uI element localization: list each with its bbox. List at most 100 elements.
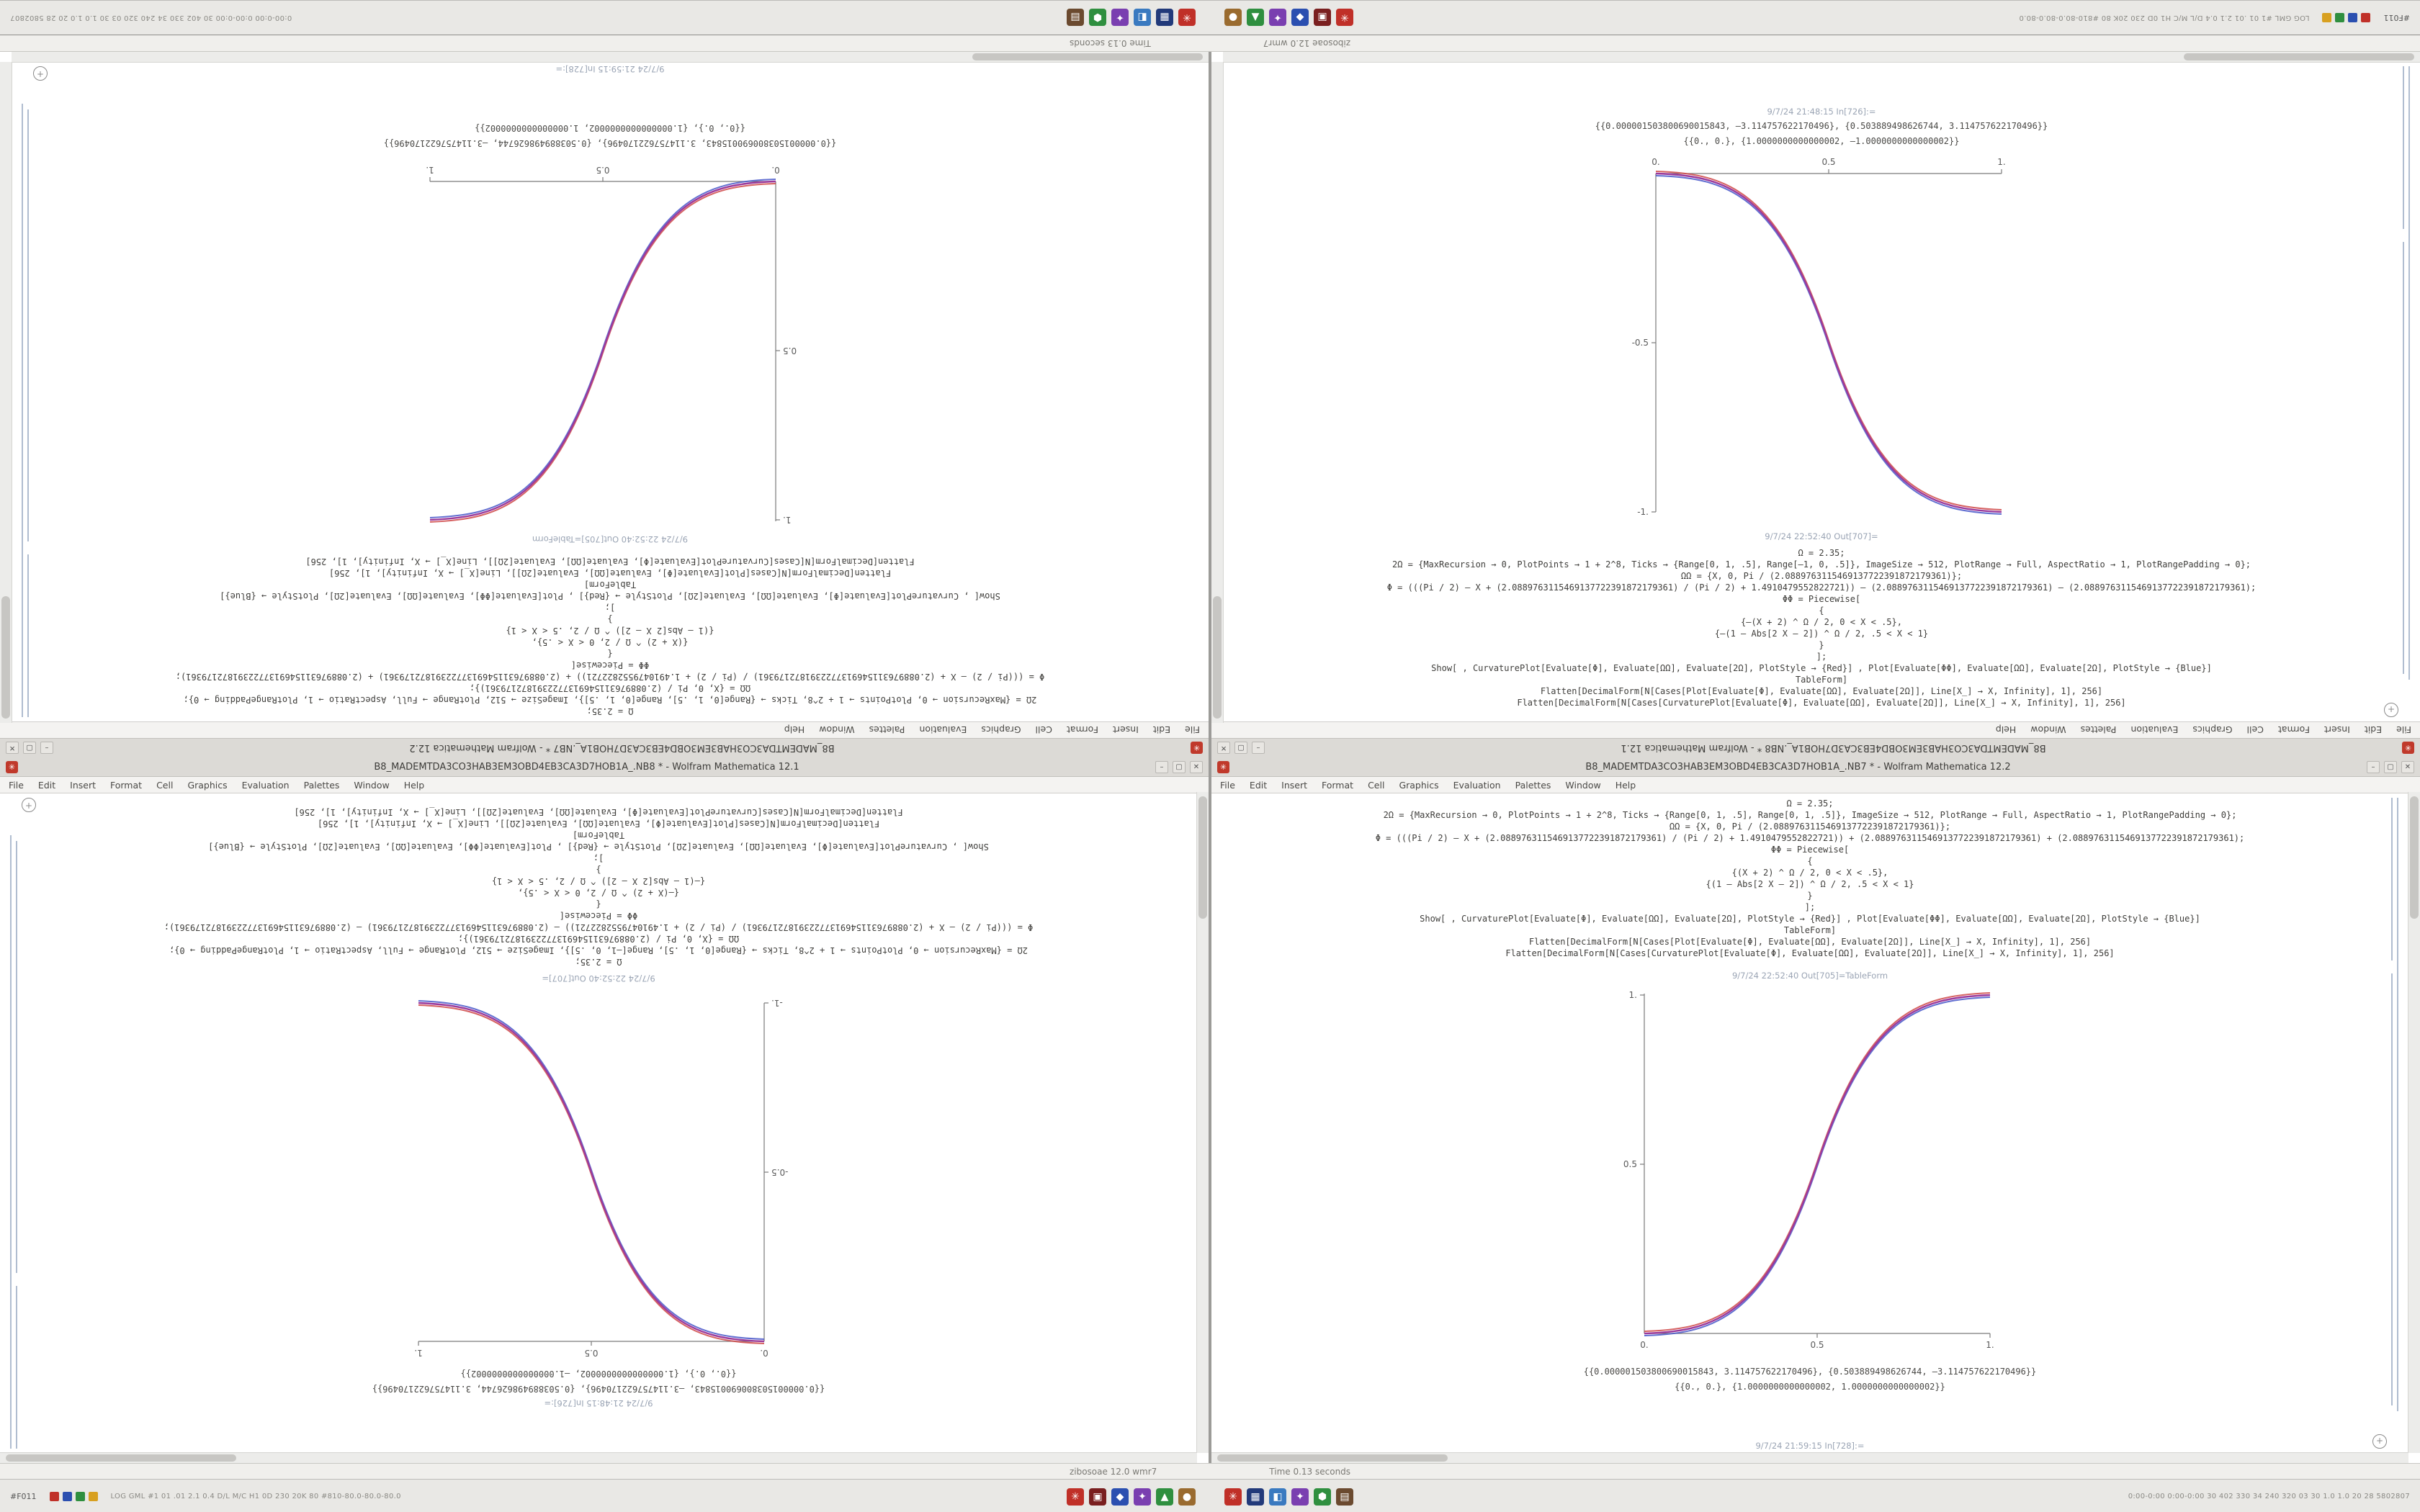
code-line[interactable]: Flatten[DecimalForm[N[Cases[CurvaturePlo… — [305, 557, 915, 567]
menu-item[interactable]: File — [2396, 724, 2411, 736]
menu-item[interactable]: Edit — [2364, 724, 2383, 736]
code-line[interactable]: Flatten[DecimalForm[N[Cases[Plot[Evaluat… — [328, 568, 892, 578]
code-line[interactable]: Show[ , CurvaturePlot[Evaluate[Φ], Evalu… — [208, 842, 989, 852]
app-launcher-icon[interactable]: ▦ — [1156, 9, 1173, 27]
menu-item[interactable]: File — [1220, 779, 1235, 791]
cell-bracket[interactable] — [2391, 798, 2393, 960]
app-launcher-icon[interactable]: ▤ — [1067, 9, 1084, 27]
menu-item[interactable]: File — [9, 779, 24, 791]
code-line[interactable]: Φ = (((Pi / 2) – X + (2.0889763115469137… — [1386, 582, 2257, 593]
code-line[interactable]: {–(X + 2) ^ Ω / 2, 0 < X < .5}, — [518, 888, 679, 898]
vertical-scrollbar[interactable] — [2408, 792, 2420, 1453]
app-launcher-icon[interactable]: ▣ — [1089, 1488, 1106, 1506]
app-launcher-icon[interactable]: ✦ — [1111, 9, 1129, 27]
vertical-scrollbar[interactable] — [1196, 792, 1209, 1453]
app-launcher-icon[interactable]: ▦ — [1247, 1488, 1264, 1506]
code-line[interactable]: Φ = (((Pi / 2) – X + (2.0889763115469137… — [163, 922, 1034, 932]
app-launcher-icon[interactable]: ▲ — [1247, 9, 1264, 27]
tray-icon[interactable] — [75, 1492, 85, 1501]
app-launcher-icon[interactable]: ✳ — [1178, 9, 1196, 27]
tray-icon[interactable] — [88, 1492, 98, 1501]
code-line[interactable]: Show[ , CurvaturePlot[Evaluate[Φ], Evalu… — [220, 591, 1000, 601]
menu-item[interactable]: Window — [354, 779, 390, 791]
code-line[interactable]: ]; — [1816, 652, 1827, 662]
code-line[interactable]: ΩΩ = {X, 0, Pi / (2.08897631154691377223… — [457, 934, 740, 944]
tray-icon[interactable] — [62, 1492, 72, 1501]
menu-item[interactable]: Help — [403, 779, 425, 791]
code-line[interactable]: { — [596, 899, 601, 909]
code-line[interactable]: {(X + 2) ^ Ω / 2, 0 < X < .5}, — [532, 637, 689, 647]
code-line[interactable]: Show[ , CurvaturePlot[Evaluate[Φ], Evalu… — [1420, 914, 2200, 924]
menu-item[interactable]: Edit — [1249, 779, 1268, 791]
cell-bracket[interactable] — [27, 554, 29, 717]
minimize-button[interactable]: – — [40, 742, 53, 755]
minimize-button[interactable]: – — [1155, 760, 1168, 773]
code-line[interactable]: Flatten[DecimalForm[N[Cases[CurvaturePlo… — [294, 807, 903, 817]
code-line[interactable]: {–(1 – Abs[2 X – 2]) ^ Ω / 2, .5 < X < 1… — [491, 876, 706, 886]
circle-plus-icon[interactable]: + — [2384, 703, 2398, 717]
menu-item[interactable]: Evaluation — [2130, 724, 2179, 736]
code-line[interactable]: {(X + 2) ^ Ω / 2, 0 < X < .5}, — [1731, 868, 1888, 878]
horizontal-scrollbar[interactable] — [1211, 1452, 2408, 1463]
code-line[interactable]: ΦΦ = Piecewise[ — [1770, 845, 1850, 855]
menu-item[interactable]: Help — [1995, 724, 2017, 736]
app-launcher-icon[interactable]: ● — [1178, 1488, 1196, 1506]
app-launcher-icon[interactable]: ✦ — [1134, 1488, 1151, 1506]
code-line[interactable]: ]; — [1804, 902, 1816, 912]
code-line[interactable]: ΦΦ = Piecewise[ — [570, 660, 650, 670]
menu-item[interactable]: Window — [2030, 724, 2066, 736]
circle-plus-icon[interactable]: + — [2372, 1434, 2387, 1449]
menu-item[interactable]: Window — [819, 724, 855, 736]
close-button[interactable]: ✕ — [1217, 742, 1230, 755]
app-launcher-icon[interactable]: ⬢ — [1314, 1488, 1331, 1506]
close-button[interactable]: ✕ — [6, 742, 19, 755]
app-launcher-icon[interactable]: ◆ — [1291, 9, 1309, 27]
code-line[interactable]: TableForm] — [583, 580, 637, 590]
menu-item[interactable]: Cell — [156, 779, 174, 791]
menu-item[interactable]: Palettes — [869, 724, 905, 736]
scrollbar-thumb[interactable] — [972, 53, 1203, 60]
menu-item[interactable]: Cell — [1035, 724, 1052, 736]
tray-icon[interactable] — [2322, 13, 2332, 22]
code-line[interactable]: {–(X + 2) ^ Ω / 2, 0 < X < .5}, — [1741, 617, 1902, 627]
code-line[interactable]: ΦΦ = Piecewise[ — [559, 911, 638, 921]
code-line[interactable]: { — [607, 649, 613, 659]
maximize-button[interactable]: ▢ — [1234, 742, 1247, 755]
app-launcher-icon[interactable]: ✳ — [1336, 9, 1353, 27]
code-line[interactable]: ΦΦ = Piecewise[ — [1782, 594, 1861, 604]
circle-plus-icon[interactable]: + — [22, 798, 36, 812]
code-line[interactable]: { — [1807, 856, 1813, 866]
menu-item[interactable]: Edit — [37, 779, 56, 791]
scrollbar-thumb[interactable] — [1, 596, 10, 719]
menu-item[interactable]: Format — [1066, 724, 1098, 736]
maximize-button[interactable]: ▢ — [23, 742, 36, 755]
code-line[interactable]: } — [1807, 891, 1813, 901]
code-line[interactable]: 2Ω = {MaxRecursion → 0, PlotPoints → 1 +… — [1383, 810, 2237, 820]
app-launcher-icon[interactable]: ◆ — [1111, 1488, 1129, 1506]
code-line[interactable]: ΩΩ = {X, 0, Pi / (2.08897631154691377223… — [469, 683, 751, 693]
code-line[interactable]: ]; — [604, 603, 616, 613]
menu-item[interactable]: Insert — [2324, 724, 2350, 736]
code-line[interactable]: TableForm] — [1795, 675, 1848, 685]
scrollbar-thumb[interactable] — [2410, 796, 2419, 919]
menu-item[interactable]: Insert — [70, 779, 96, 791]
code-line[interactable]: {–(1 – Abs[2 X – 2]) ^ Ω / 2, .5 < X < 1… — [1714, 629, 1929, 639]
app-launcher-icon[interactable]: ✳ — [1224, 1488, 1242, 1506]
cell-bracket[interactable] — [10, 835, 12, 1449]
horizontal-scrollbar[interactable] — [1223, 52, 2420, 63]
code-line[interactable]: } — [607, 614, 613, 624]
code-line[interactable]: Flatten[DecimalForm[N[Cases[Plot[Evaluat… — [1540, 686, 2103, 696]
scrollbar-thumb[interactable] — [1213, 596, 1222, 719]
menu-item[interactable]: Evaluation — [919, 724, 967, 736]
titlebar[interactable]: ✳ B8_MADEMTDA3CO3HAB3EM3OBD4EB3CA3D7HOB1… — [0, 757, 1209, 777]
scrollbar-thumb[interactable] — [6, 1454, 236, 1462]
menu-item[interactable]: Edit — [1152, 724, 1171, 736]
code-line[interactable]: Flatten[DecimalForm[N[Cases[CurvaturePlo… — [1505, 948, 2115, 958]
menu-item[interactable]: Palettes — [303, 779, 340, 791]
code-line[interactable]: ΩΩ = {X, 0, Pi / (2.08897631154691377223… — [1680, 571, 1963, 581]
menu-item[interactable]: Graphics — [981, 724, 1021, 736]
app-launcher-icon[interactable]: ● — [1224, 9, 1242, 27]
app-launcher-icon[interactable]: ✳ — [1067, 1488, 1084, 1506]
cell-bracket[interactable] — [2403, 242, 2404, 674]
menu-item[interactable]: Graphics — [1399, 779, 1439, 791]
